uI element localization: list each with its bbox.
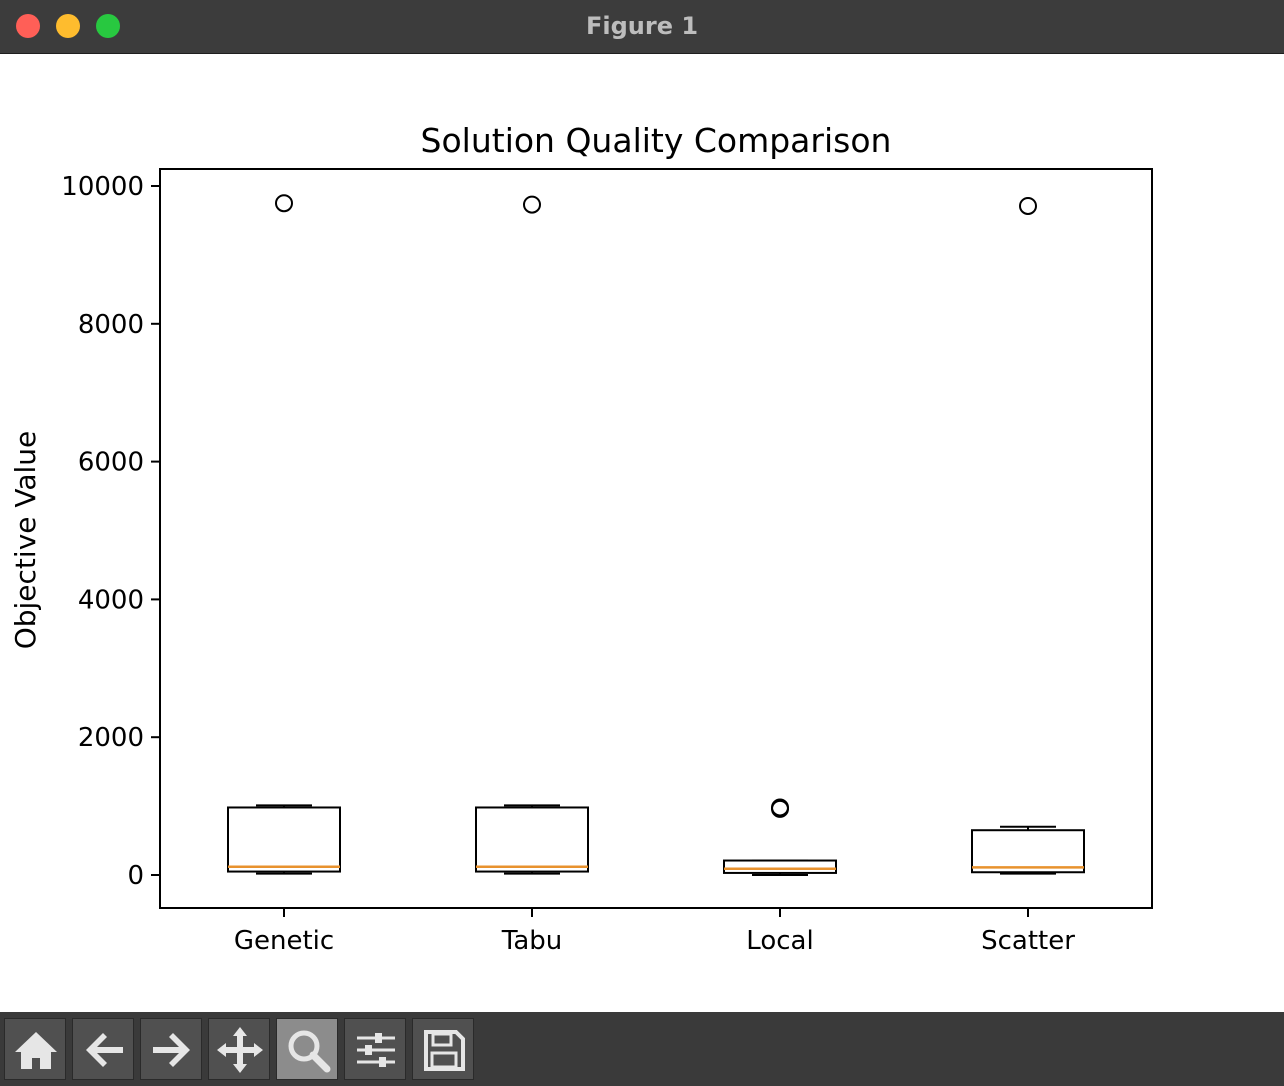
navigation-toolbar <box>0 1012 1284 1086</box>
home-button[interactable] <box>4 1018 66 1080</box>
y-tick-label: 6000 <box>78 448 144 478</box>
zoom-icon <box>288 1030 331 1073</box>
x-tick-label: Local <box>746 926 813 956</box>
plot-content <box>227 194 1085 876</box>
box-local <box>723 798 837 876</box>
configure-subplots-icon <box>357 1033 395 1067</box>
plot-frame <box>159 168 1153 909</box>
minimize-window-button[interactable] <box>56 14 80 38</box>
chart-title: Solution Quality Comparison <box>421 121 892 160</box>
outlier-point <box>1019 196 1037 215</box>
zoom-button[interactable] <box>276 1018 338 1080</box>
box-plot-chart: Solution Quality Comparison Objective Va… <box>9 121 1153 956</box>
x-axis-ticks: Genetic Tabu Local Scatter <box>234 908 1075 956</box>
y-tick-label: 0 <box>127 861 144 891</box>
outlier-point <box>523 195 541 214</box>
y-tick-label: 4000 <box>78 585 144 615</box>
y-axis-ticks: 0 2000 4000 6000 8000 10000 <box>61 172 160 891</box>
maximize-window-button[interactable] <box>96 14 120 38</box>
close-window-button[interactable] <box>16 14 40 38</box>
y-tick-label: 10000 <box>61 172 144 202</box>
outlier-point <box>275 194 293 213</box>
pan-button[interactable] <box>208 1018 270 1080</box>
y-tick-label: 2000 <box>78 723 144 753</box>
back-button[interactable] <box>72 1018 134 1080</box>
home-icon <box>15 1032 57 1069</box>
forward-button[interactable] <box>140 1018 202 1080</box>
window-title: Figure 1 <box>585 12 699 40</box>
save-icon <box>424 1030 465 1071</box>
box-tabu <box>475 195 589 875</box>
x-tick-label: Scatter <box>981 926 1075 956</box>
forward-arrow-icon <box>153 1033 190 1067</box>
outlier-point <box>771 798 789 817</box>
box-genetic <box>227 194 341 875</box>
x-tick-label: Genetic <box>234 926 334 956</box>
box-body <box>475 806 589 873</box>
figure-canvas[interactable]: Solution Quality Comparison Objective Va… <box>0 54 1284 1012</box>
configure-subplots-button[interactable] <box>344 1018 406 1080</box>
pan-icon <box>217 1027 263 1073</box>
y-axis-label: Objective Value <box>9 431 42 650</box>
back-arrow-icon <box>86 1033 123 1067</box>
title-bar: Figure 1 <box>0 0 1284 54</box>
box-body <box>723 859 837 874</box>
box-scatter <box>971 196 1085 875</box>
box-body <box>227 806 341 873</box>
box-body <box>971 829 1085 874</box>
save-button[interactable] <box>412 1018 474 1080</box>
x-tick-label: Tabu <box>501 926 563 956</box>
y-tick-label: 8000 <box>78 310 144 340</box>
